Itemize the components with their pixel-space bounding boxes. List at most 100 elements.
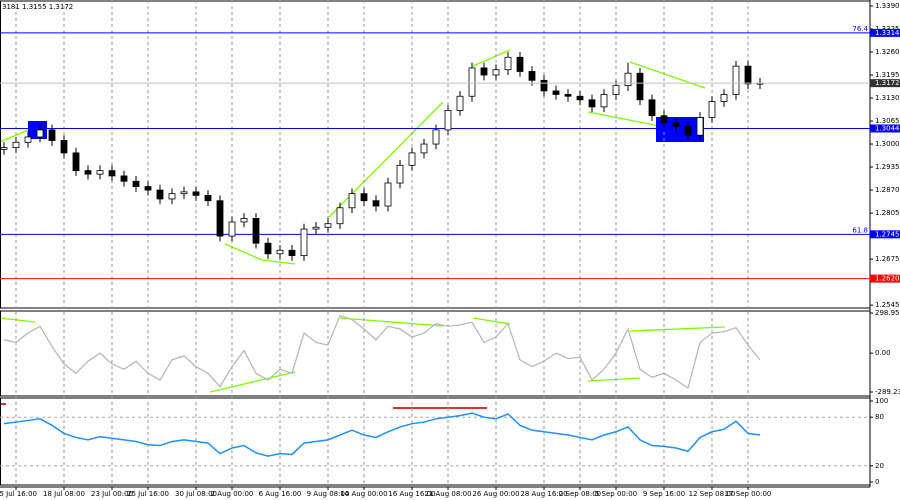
y-tick-label: -289.236 [875,388,900,396]
candle-body [36,129,44,138]
candle-body [576,95,584,101]
y-tick-label: 0.00 [875,349,891,357]
candle-body [144,186,152,191]
level-tag [870,274,900,283]
x-tick-label: 9 Aug 08:00 [307,490,350,498]
y-tick-label: 100 [875,397,888,405]
x-tick-label: 26 Aug 00:00 [472,490,519,498]
level-tag [870,230,900,239]
x-tick-label: 23 Jul 00:00 [91,490,133,498]
candle-body [648,99,656,117]
trend-line [472,317,511,325]
candle-body [636,72,644,101]
candle-body [552,90,560,95]
trend-line [587,111,661,127]
trend-line [629,61,706,89]
candle-body [660,115,668,124]
candle-body [408,152,416,166]
candle-body [684,125,692,136]
candle-body [516,56,524,72]
candle-body [12,141,20,148]
symbol-info: 3181 1.3155 1.3172 [2,3,73,11]
y-tick-label: 1.2675 [875,255,900,263]
trend-line [261,259,296,265]
y-tick-label: 1.2805 [875,209,900,217]
candle-body [60,140,68,154]
candle-body [276,249,284,255]
level-tag [870,124,900,133]
candle-body [672,122,680,127]
candle-body [108,170,116,177]
candle-body [600,94,608,108]
x-tick-label: 5 Sep 00:00 [595,490,637,498]
y-tick-label: 0 [875,478,879,486]
y-tick-label: 1.3195 [875,71,900,79]
candle-body [120,175,128,182]
candle-body [240,218,248,223]
candle-body [456,95,464,111]
candle-body [480,67,488,76]
y-tick-label: 80 [875,413,884,421]
x-tick-label: 14 Aug 00:00 [340,490,387,498]
candle-body [528,71,536,81]
candle-body [540,79,548,92]
candle-body [24,136,32,143]
level-tag [870,28,900,37]
candle-body [468,67,476,97]
y-tick-label: 1.2545 [875,301,900,309]
last-price-label: 1.3172 [875,79,900,87]
candle-body [264,242,272,255]
x-tick-label: 28 Aug 16:00 [520,490,567,498]
candle-body [96,170,104,175]
candle-body [504,56,512,71]
x-tick-label: 18 Jul 08:00 [43,490,85,498]
level-label: 1.2620 [875,275,900,283]
x-tick-label: 15 Jul 16:00 [0,490,37,498]
x-tick-label: 2 Aug 00:00 [211,490,254,498]
candle-body [132,180,140,187]
candle-body [708,101,716,118]
candle-body [564,94,572,97]
candle-body [360,193,368,202]
indicator-line [3,412,761,457]
candle-body [732,65,740,95]
y-tick-label: 1.3065 [875,117,900,125]
candle-body [492,69,500,76]
candle-body [372,200,380,207]
last-price-tag [870,79,900,88]
candle-body [192,191,200,196]
trend-line [0,317,36,323]
x-tick-label: 16 Aug 16:00 [388,490,435,498]
candle-body [384,182,392,207]
candle-body [168,193,176,200]
x-tick-label: 30 Jul 08:00 [175,490,217,498]
trend-line [224,243,263,261]
level-label: 1.3314 [875,29,900,37]
candle-body [420,143,428,154]
trend-line [327,101,444,219]
candle-body [720,94,728,102]
candle-body [180,191,188,195]
candle-body [396,164,404,184]
y-tick-label: 1.3260 [875,48,900,56]
y-tick-label: 1.2935 [875,163,900,171]
level-name: 61.8 [852,226,868,234]
candle-body [48,129,56,141]
annotations [0,49,726,393]
x-tick-label: 6 Aug 16:00 [259,490,302,498]
y-tick-label: 20 [875,462,884,470]
candle-body [612,85,620,95]
x-tick-label: 25 Jul 16:00 [127,490,169,498]
trend-line [209,371,296,393]
level-name: 76.4 [852,25,868,33]
candle-body [624,72,632,87]
candle-body [84,170,92,175]
x-tick-label: 2 Sep 08:00 [559,490,601,498]
candle-body [348,193,356,209]
indicator-line [3,314,761,390]
trend-line [587,377,641,382]
trend-line [629,326,726,332]
candle-body [444,110,452,131]
candle-body [336,207,344,225]
